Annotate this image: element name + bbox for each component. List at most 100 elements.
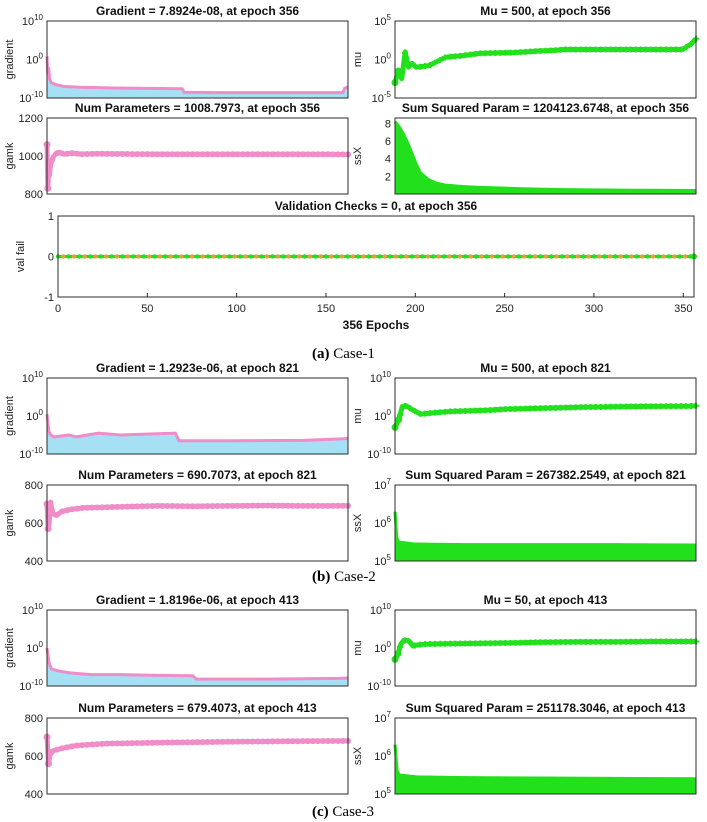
plot-frame [46,717,349,795]
data-point [548,254,554,259]
data-point [59,508,66,515]
data-point [517,49,524,56]
data-point [244,738,251,745]
data-point [184,503,191,510]
data-point [114,740,121,747]
data-point [89,150,96,157]
data-point [532,48,539,55]
data-point [650,254,656,259]
data-point [314,738,321,745]
series-data [393,744,697,794]
y-tick-label: 1010 [370,602,392,617]
data-point [457,640,464,647]
data-point [482,407,489,414]
data-point [537,405,544,412]
data-point [199,739,206,746]
data-point [69,150,76,157]
data-point [114,254,120,259]
series-data [45,56,349,98]
data-point [618,254,623,259]
data-point [319,151,326,158]
data-point [582,638,589,645]
data-point [139,151,146,158]
data-point [512,49,519,56]
data-point [557,639,564,646]
data-point [627,403,634,410]
data-point [93,254,98,259]
data-point [189,254,195,259]
x-tick-label: 350 [674,303,692,315]
data-point [572,404,579,411]
data-point [372,254,377,259]
data-point [361,254,366,259]
caption-case-1: (a) Case-1 [312,346,375,362]
data-point [552,47,559,54]
chart-panel-a3: Num Parameters = 1008.7973, at epoch 356… [4,101,351,201]
data-point [169,503,176,510]
data-point [264,151,271,158]
data-point [74,150,81,157]
data-point [179,739,186,746]
data-point [522,405,529,412]
data-point [154,502,161,509]
plot-frame [46,20,349,99]
x-tick-label: 250 [495,303,513,315]
data-point [437,640,444,647]
data-point [294,502,301,509]
data-point [417,63,424,70]
data-point [324,738,331,745]
data-point [114,503,121,510]
data-point [632,638,639,645]
chart-title: Num Parameters = 679.4073, at epoch 413 [78,701,317,715]
data-point [447,640,454,647]
data-point [682,254,688,259]
data-point [512,405,519,412]
data-point [473,254,479,259]
series-line [45,647,349,681]
data-point [189,739,196,746]
y-tick-label: 100 [374,408,391,423]
data-point [211,254,216,259]
data-point [254,254,259,259]
data-point [159,502,166,509]
data-point [139,739,146,746]
data-point [472,640,479,647]
y-tick-label: 106 [374,748,391,763]
data-point [84,504,91,511]
data-point [427,410,434,417]
caption-text: Case-3 [329,804,374,820]
data-point [562,639,569,646]
y-tick-label: -1 [44,292,54,304]
data-point [259,502,266,509]
data-point [114,150,121,157]
caption-text: Case-1 [330,346,375,362]
data-point [259,151,266,158]
data-point [129,151,136,158]
data-point [597,638,604,645]
data-point [467,640,474,647]
data-point [84,741,91,748]
data-point [334,151,341,158]
data-point [477,640,484,647]
plot-frame [394,377,697,455]
data-point [64,744,71,751]
data-point [289,151,296,158]
y-axis-label: mu [352,408,364,423]
data-point [430,254,436,259]
data-point [234,502,241,509]
data-point [622,46,629,53]
y-axis-label: gamk [4,742,16,769]
data-point [329,254,334,259]
series-data [393,511,697,561]
data-point [422,641,429,648]
series-data [43,733,351,768]
data-point [219,502,226,509]
data-point [457,254,463,259]
data-point [216,254,221,259]
data-point [562,404,569,411]
y-tick-label: 106 [374,515,391,530]
y-tick-label: 107 [374,710,391,725]
data-point [49,156,56,163]
data-point [407,639,414,646]
data-point [284,151,291,158]
